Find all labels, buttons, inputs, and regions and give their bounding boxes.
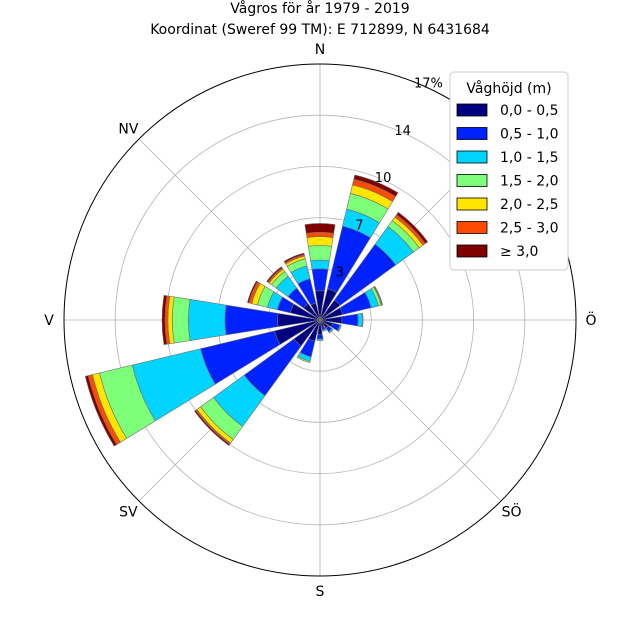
legend-label-7: ≥ 3,0 [500, 244, 538, 260]
bar-segment-180-1 [316, 334, 324, 340]
polar-frame [63, 63, 577, 577]
bar-segment-0-2 [310, 259, 330, 270]
bar-segment-157.5-2 [322, 328, 327, 332]
bar-segment-270-2 [188, 299, 227, 341]
legend: Våghöjd (m) 0,0 - 0,5 0,5 - 1,0 1,0 - 1,5 1… [449, 71, 569, 271]
ring-label-4: 14 [394, 124, 411, 139]
legend-label-3: 1,0 - 1,5 [500, 150, 558, 166]
chart-subtitle: Koordinat (Sweref 99 TM): E 712899, N 64… [150, 22, 490, 38]
bar-segment-135-2 [328, 328, 334, 334]
bar-segment-67.5-6 [374, 285, 383, 306]
legend-swatch-2 [456, 127, 488, 140]
legend-swatch-7 [456, 244, 488, 258]
direction-label-S: S [316, 584, 325, 600]
bar-segment-225-6 [194, 409, 231, 446]
grid-spoke-135 [319, 319, 502, 502]
bar-segment-0-3 [307, 245, 333, 262]
bar-segment-180-2 [316, 338, 324, 341]
polar-labels: NÖSÖSSVVNVNO37101417% [44, 42, 596, 600]
bar-segment-22.5-6 [353, 174, 399, 197]
bar-segment-202.5-3 [296, 355, 311, 364]
legend-title: Våghöjd (m) [466, 80, 551, 97]
legend-swatch-4 [456, 174, 488, 187]
bar-segment-247.5-6 [84, 375, 118, 447]
bar-segment-45-6 [396, 211, 429, 244]
legend-label-4: 1,5 - 2,0 [500, 174, 558, 190]
direction-label-N: N [315, 42, 325, 58]
chart-title: Vågros för år 1979 - 2019 [230, 0, 409, 17]
ring-label-5: 17% [414, 77, 443, 92]
legend-label-5: 2,0 - 2,5 [500, 197, 558, 213]
legend-label-6: 2,5 - 3,0 [500, 221, 558, 237]
direction-label-SÖ: SÖ [502, 503, 522, 521]
legend-label-1: 0,0 - 0,5 [500, 103, 558, 119]
direction-label-V: V [44, 313, 54, 329]
bar-segment-292.5-6 [247, 280, 259, 304]
direction-label-Ö: Ö [585, 311, 596, 329]
bar-segment-270-6 [161, 294, 168, 346]
wave-rose-bars [84, 174, 429, 447]
bar-segment-0-6 [304, 223, 336, 234]
bar-segment-90-2 [357, 313, 363, 327]
ring-label-3: 10 [375, 171, 392, 186]
bar-segment-270-3 [172, 296, 191, 344]
ring-label-1: 3 [336, 266, 344, 281]
direction-label-SV: SV [119, 505, 138, 521]
bar-segment-315-6 [266, 266, 283, 283]
bar-segment-90-3 [361, 312, 364, 328]
ring-label-2: 7 [355, 218, 363, 233]
direction-label-NV: NV [118, 121, 138, 137]
bar-segment-0-4 [306, 236, 334, 247]
bar-segment-337.5-6 [283, 252, 305, 264]
legend-swatch-6 [456, 221, 488, 234]
bar-segment-112.5-2 [337, 324, 342, 332]
legend-swatch-1 [456, 103, 488, 117]
legend-swatch-5 [456, 197, 488, 211]
legend-swatch-3 [456, 150, 488, 164]
legend-frame [449, 71, 569, 271]
legend-label-2: 0,5 - 1,0 [500, 127, 558, 143]
